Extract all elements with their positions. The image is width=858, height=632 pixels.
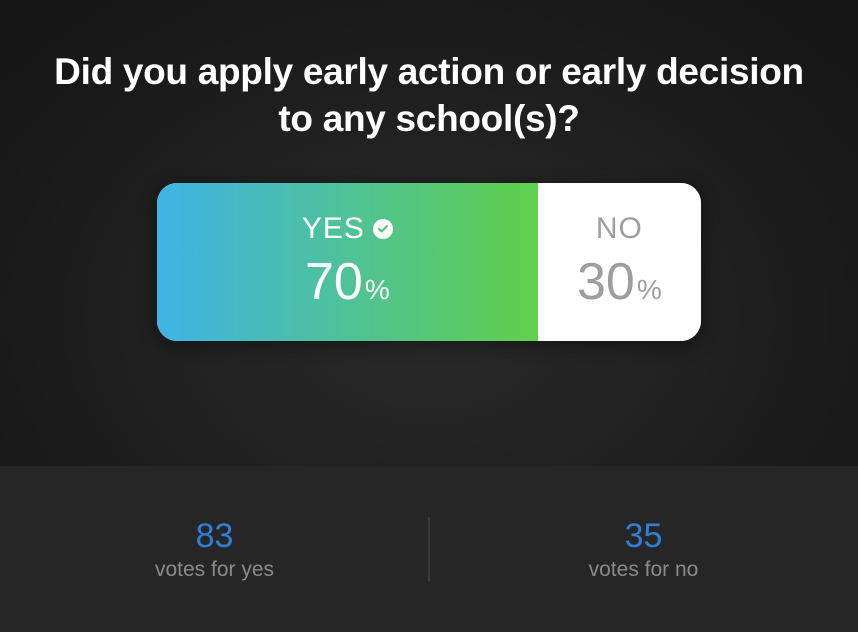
poll-story-frame: Did you apply early action or early deci… <box>0 0 858 632</box>
poll-no-percent: 30 % <box>577 252 662 312</box>
poll-yes-percent-symbol: % <box>365 274 390 306</box>
vote-count-no-value: 35 <box>625 517 663 556</box>
poll-no-percent-value: 30 <box>577 252 635 312</box>
vote-count-yes-label: votes for yes <box>155 558 274 582</box>
poll-yes-percent-value: 70 <box>305 252 363 312</box>
poll-no-label-row: NO <box>596 212 643 246</box>
checkmark-icon <box>373 219 393 239</box>
vote-count-yes-value: 83 <box>196 517 234 556</box>
vote-count-no-label: votes for no <box>589 558 699 582</box>
poll-top-section: Did you apply early action or early deci… <box>0 0 858 466</box>
poll-option-no[interactable]: NO 30 % <box>538 183 701 341</box>
poll-yes-percent: 70 % <box>305 252 390 312</box>
poll-no-label: NO <box>596 212 643 246</box>
poll-question: Did you apply early action or early deci… <box>39 48 819 143</box>
poll-bar: YES 70 % NO 30 % <box>157 183 701 341</box>
vote-counts-panel: 83 votes for yes 35 votes for no <box>0 466 858 632</box>
poll-yes-label: YES <box>302 212 365 246</box>
poll-no-percent-symbol: % <box>637 274 662 306</box>
vote-count-yes: 83 votes for yes <box>0 517 429 582</box>
poll-yes-label-row: YES <box>302 212 393 246</box>
vote-count-no: 35 votes for no <box>429 517 858 582</box>
poll-option-yes[interactable]: YES 70 % <box>157 183 538 341</box>
